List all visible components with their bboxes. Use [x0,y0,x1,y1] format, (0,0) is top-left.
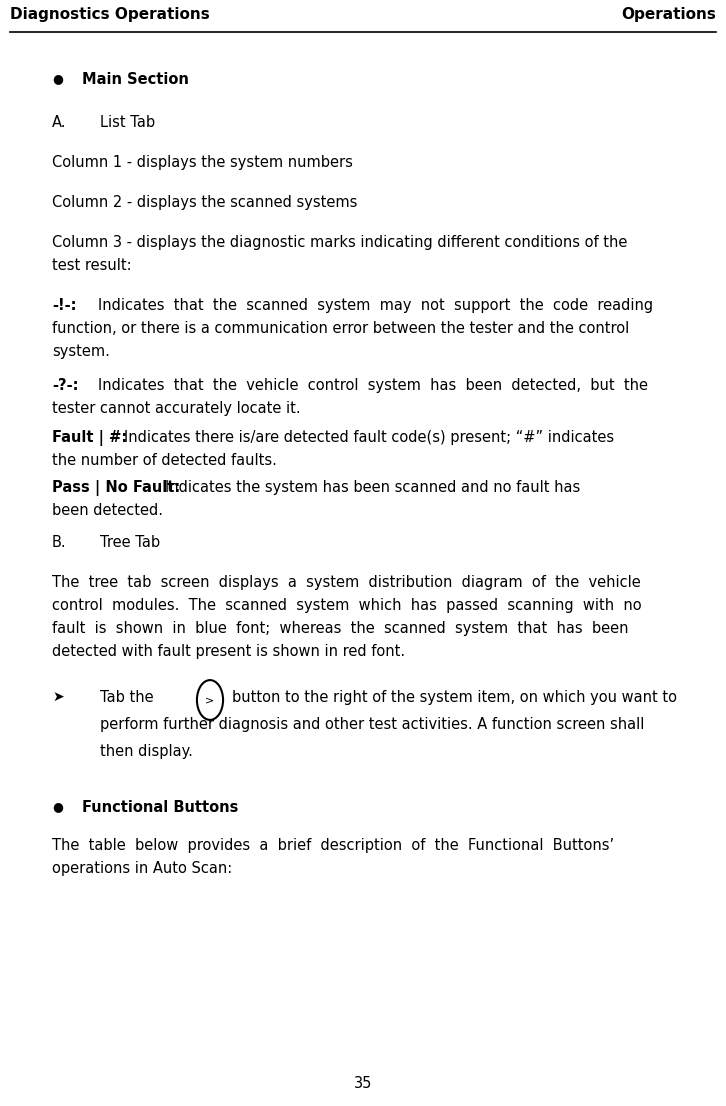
Text: Indicates  that  the  vehicle  control  system  has  been  detected,  but  the: Indicates that the vehicle control syste… [98,378,648,393]
Text: the number of detected faults.: the number of detected faults. [52,453,277,468]
Text: test result:: test result: [52,258,131,273]
Text: Indicates the system has been scanned and no fault has: Indicates the system has been scanned an… [165,480,580,495]
Text: ●: ● [52,73,63,85]
Text: button to the right of the system item, on which you want to: button to the right of the system item, … [232,690,677,705]
Text: Operations: Operations [621,7,716,22]
Text: operations in Auto Scan:: operations in Auto Scan: [52,860,232,876]
Text: A.: A. [52,115,67,131]
Text: control  modules.  The  scanned  system  which  has  passed  scanning  with  no: control modules. The scanned system whic… [52,598,642,613]
Text: 35: 35 [354,1076,372,1091]
Text: Indicates  that  the  scanned  system  may  not  support  the  code  reading: Indicates that the scanned system may no… [98,298,653,313]
Text: Tree Tab: Tree Tab [100,535,160,550]
Text: Column 1 - displays the system numbers: Column 1 - displays the system numbers [52,155,353,170]
Text: detected with fault present is shown in red font.: detected with fault present is shown in … [52,644,405,659]
Text: >: > [205,695,215,705]
Text: Column 2 - displays the scanned systems: Column 2 - displays the scanned systems [52,195,357,210]
Text: fault  is  shown  in  blue  font;  whereas  the  scanned  system  that  has  bee: fault is shown in blue font; whereas the… [52,620,629,636]
Text: Functional Buttons: Functional Buttons [82,800,238,815]
Text: The  table  below  provides  a  brief  description  of  the  Functional  Buttons: The table below provides a brief descrip… [52,838,614,853]
Text: Tab the: Tab the [100,690,154,705]
Text: Column 3 - displays the diagnostic marks indicating different conditions of the: Column 3 - displays the diagnostic marks… [52,234,627,250]
Text: The  tree  tab  screen  displays  a  system  distribution  diagram  of  the  veh: The tree tab screen displays a system di… [52,575,641,589]
Text: Indicates there is/are detected fault code(s) present; “#” indicates: Indicates there is/are detected fault co… [124,430,614,445]
Text: function, or there is a communication error between the tester and the control: function, or there is a communication er… [52,321,629,336]
Text: Diagnostics Operations: Diagnostics Operations [10,7,210,22]
Text: been detected.: been detected. [52,503,163,518]
Text: system.: system. [52,344,110,359]
Text: ➤: ➤ [52,690,64,705]
Text: List Tab: List Tab [100,115,155,131]
Text: B.: B. [52,535,67,550]
Text: -!-:: -!-: [52,298,76,313]
Text: then display.: then display. [100,744,193,759]
Text: perform further diagnosis and other test activities. A function screen shall: perform further diagnosis and other test… [100,717,645,732]
Text: ●: ● [52,801,63,814]
Text: tester cannot accurately locate it.: tester cannot accurately locate it. [52,401,301,416]
Text: Fault | #:: Fault | #: [52,430,127,446]
Text: Pass | No Fault:: Pass | No Fault: [52,480,180,495]
Text: -?-:: -?-: [52,378,78,393]
Text: Main Section: Main Section [82,72,189,87]
